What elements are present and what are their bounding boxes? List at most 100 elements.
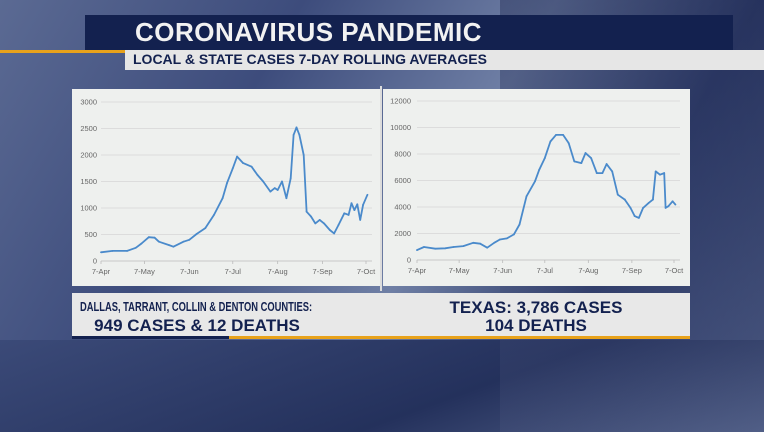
x-tick-label: 7-May xyxy=(134,267,155,276)
data-point xyxy=(100,251,102,254)
texas-chart-panel: 0 2000 4000 6000 8000 10000 12000 7-Apr 7-May 7-J… xyxy=(383,89,690,286)
data-point xyxy=(605,163,608,165)
data-point xyxy=(366,193,369,196)
data-point xyxy=(182,240,185,243)
data-point xyxy=(652,198,654,201)
data-point xyxy=(555,134,557,136)
data-point xyxy=(314,222,317,225)
data-point xyxy=(147,236,150,239)
data-point xyxy=(616,193,619,196)
data-point xyxy=(667,205,670,208)
y-tick-label: 2000 xyxy=(80,151,97,160)
data-point xyxy=(347,213,350,216)
data-point xyxy=(126,250,128,252)
data-point xyxy=(584,152,587,154)
y-tick-label: 1000 xyxy=(80,204,97,213)
local-summary: 949 CASES & 12 DEATHS xyxy=(94,316,300,335)
data-point xyxy=(231,167,234,170)
accent-bar-navy xyxy=(72,336,229,339)
data-point xyxy=(158,240,160,243)
x-tick-label: 7-Sep xyxy=(622,266,642,275)
texas-cases-chart: 0 2000 4000 6000 8000 10000 12000 7-Apr 7-May 7-J… xyxy=(390,97,684,276)
data-point xyxy=(269,190,272,193)
data-point xyxy=(663,172,666,174)
x-tick-label: 7-Apr xyxy=(92,267,111,276)
y-tick-label: 12000 xyxy=(390,97,411,106)
data-point xyxy=(538,168,541,171)
data-point xyxy=(256,173,259,176)
data-point xyxy=(337,224,340,226)
data-point xyxy=(310,215,312,218)
data-point xyxy=(153,236,156,239)
data-point xyxy=(204,227,207,230)
page-title: CORONAVIRUS PANDEMIC xyxy=(135,17,483,47)
data-point xyxy=(250,165,253,168)
summary-banner: DALLAS, TARRANT, COLLIN & DENTON COUNTIE… xyxy=(72,293,690,339)
x-tick-label: 7-Jul xyxy=(225,267,242,276)
data-point xyxy=(505,237,508,240)
divider xyxy=(380,86,382,291)
data-point xyxy=(659,173,661,176)
data-point xyxy=(281,180,283,183)
data-point xyxy=(140,242,143,245)
texas-cases-label: TEXAS: 3,786 CASES xyxy=(449,298,623,317)
data-point xyxy=(486,246,489,249)
data-point xyxy=(601,172,604,174)
accent-bar-orange xyxy=(229,336,690,339)
y-tick-label: 0 xyxy=(407,256,411,265)
x-tick-label: 7-Oct xyxy=(665,266,684,275)
y-tick-label: 10000 xyxy=(390,123,411,132)
data-point xyxy=(298,133,301,136)
y-tick-label: 8000 xyxy=(394,150,411,159)
x-tick-label: 7-Sep xyxy=(313,267,333,276)
data-point xyxy=(226,182,228,184)
data-point xyxy=(580,162,583,165)
data-point xyxy=(292,133,295,136)
data-point xyxy=(285,197,288,200)
data-point xyxy=(479,242,482,245)
data-point xyxy=(188,238,191,241)
data-point xyxy=(623,198,626,201)
y-tick-label: 3000 xyxy=(80,98,97,107)
y-tick-label: 2500 xyxy=(80,124,97,133)
data-point xyxy=(671,200,674,203)
data-point xyxy=(302,154,305,156)
data-point xyxy=(642,207,645,209)
data-point xyxy=(434,247,437,250)
data-point xyxy=(513,233,515,236)
data-point xyxy=(295,126,298,129)
data-point xyxy=(595,172,598,174)
texas-deaths-label: 104 DEATHS xyxy=(485,316,587,335)
data-point xyxy=(654,170,657,173)
data-point xyxy=(221,197,224,200)
y-tick-label: 0 xyxy=(93,257,97,266)
data-point xyxy=(353,209,356,212)
data-point xyxy=(318,219,321,221)
data-point xyxy=(637,216,640,219)
x-tick-label: 7-Jun xyxy=(493,266,512,275)
data-point xyxy=(472,241,475,244)
data-point xyxy=(262,180,265,183)
x-tick-label: 7-Oct xyxy=(357,267,376,276)
local-cases-chart: 0 500 1000 1500 2000 2500 3000 7-Apr 7-May 7-Jun 7… xyxy=(80,98,376,277)
subtitle: LOCAL & STATE CASES 7-DAY ROLLING AVERAG… xyxy=(133,51,487,67)
data-point xyxy=(549,140,552,143)
data-point xyxy=(444,247,446,250)
x-tick-label: 7-Aug xyxy=(578,266,598,275)
data-point xyxy=(567,142,570,145)
data-point xyxy=(573,160,576,163)
x-tick-label: 7-Aug xyxy=(268,267,288,276)
data-point xyxy=(305,210,308,213)
x-tick-label: 7-May xyxy=(449,266,470,275)
data-point xyxy=(172,245,175,248)
data-point xyxy=(611,170,614,173)
data-point xyxy=(674,203,677,206)
data-point xyxy=(111,250,114,252)
data-point xyxy=(359,219,362,221)
y-tick-label: 2000 xyxy=(394,229,411,238)
y-tick-label: 6000 xyxy=(394,176,411,185)
data-point xyxy=(664,207,667,209)
data-point xyxy=(525,195,528,198)
data-point xyxy=(134,246,137,249)
local-counties-label: DALLAS, TARRANT, COLLIN & DENTON COUNTIE… xyxy=(80,299,313,314)
